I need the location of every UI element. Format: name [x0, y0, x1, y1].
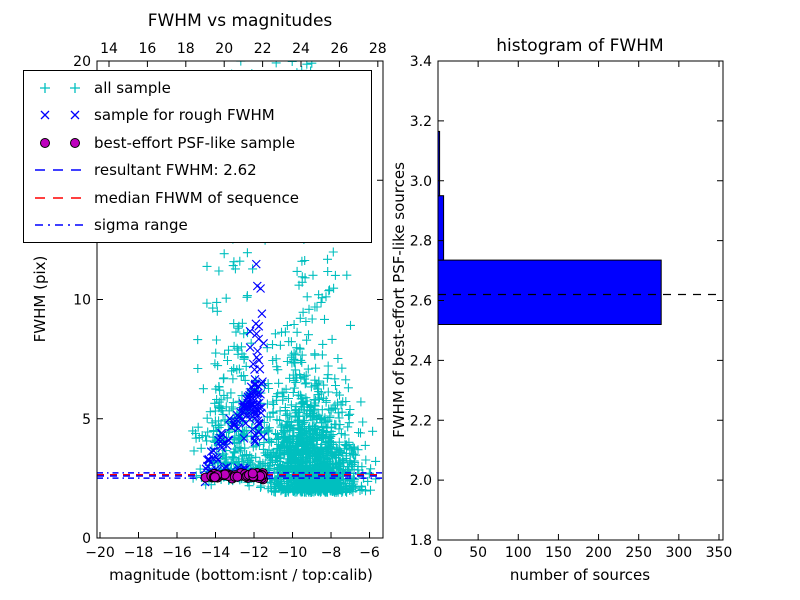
tick-label: 2.6 [410, 294, 432, 310]
tick-label: 350 [706, 545, 733, 561]
tick-label: 0 [82, 531, 91, 547]
dashdot-line-icon [35, 224, 85, 227]
legend-item-best-effort-psf-like-sample: best-effort PSF-like sample [32, 130, 371, 156]
dashed-line-icon [35, 169, 85, 172]
tick-label: 2.2 [410, 413, 432, 429]
legend-item-label: sigma range [94, 216, 188, 235]
dashed-line-icon [35, 196, 85, 199]
tick-label: 14 [100, 41, 118, 57]
tick-label: −20 [85, 545, 115, 561]
legend-item-label: resultant FWHM: 2.62 [94, 161, 257, 180]
tick-label: 150 [545, 545, 572, 561]
tick-marks: −20 −18 −16 −14 −12 −10 −8 −6 14 16 18 20 22 24 26 28 0 5… [73, 41, 732, 561]
tick-label: 3.2 [410, 114, 432, 130]
tick-label: −14 [201, 545, 231, 561]
tick-label: −8 [321, 545, 342, 561]
plus-icon [40, 82, 80, 93]
cross-icon [40, 110, 80, 120]
tick-label: 300 [665, 545, 692, 561]
tick-label: 50 [469, 545, 487, 561]
legend-item-label: sample for rough FWHM [94, 106, 275, 125]
left-plot-xlabel: magnitude (bottom:isnt / top:calib) [109, 566, 373, 584]
legend-item-label: best-effort PSF-like sample [94, 133, 296, 152]
legend-item-label: median FHWM of sequence [94, 188, 299, 207]
psf-like-sample-points [200, 468, 268, 485]
legend-item-sample-for-rough-fwhm: sample for rough FWHM [32, 102, 371, 128]
circle-icon [40, 137, 80, 148]
tick-label: 20 [215, 41, 233, 57]
tick-label: −12 [239, 545, 269, 561]
legend-item-all-sample: all sample [32, 75, 371, 101]
tick-label: 26 [330, 41, 348, 57]
tick-label: 22 [254, 41, 272, 57]
right-plot-title: histogram of FWHM [496, 36, 663, 56]
tick-label: 3.0 [410, 174, 432, 190]
tick-label: 3.4 [410, 54, 432, 70]
tick-label: −16 [162, 545, 192, 561]
tick-label: 2.8 [410, 234, 432, 250]
legend-item-resultant-fwhm-2-62: resultant FWHM: 2.62 [32, 157, 371, 183]
right-plot-xlabel: number of sources [510, 566, 650, 584]
tick-label: 1.8 [410, 533, 432, 549]
tick-label: 250 [625, 545, 652, 561]
legend-item-label: all sample [94, 78, 171, 97]
tick-label: −10 [278, 545, 308, 561]
tick-label: −18 [124, 545, 154, 561]
tick-label: 28 [369, 41, 387, 57]
histogram-bars [438, 130, 723, 326]
rough-fwhm-column-points [239, 232, 268, 447]
tick-label: 100 [505, 545, 532, 561]
tick-label: 2.0 [410, 473, 432, 489]
legend-item-median-fhwm-of-sequence: median FHWM of sequence [32, 185, 371, 211]
tick-label: 20 [73, 54, 91, 70]
rough-fwhm-diagonal-points [200, 379, 267, 487]
legend: all sample sample for rough FWHM best-effo… [23, 70, 372, 243]
tick-label: 18 [177, 41, 195, 57]
tick-label: 5 [82, 412, 91, 428]
generated-plot-content: −20 −18 −16 −14 −12 −10 −8 −6 14 16 18 20 22 24 26 28 0 5… [73, 41, 732, 561]
tick-label: 24 [292, 41, 310, 57]
left-plot-title: FWHM vs magnitudes [148, 11, 333, 31]
left-plot-ylabel: FWHM (pix) [31, 256, 49, 343]
tick-label: −6 [359, 545, 380, 561]
tick-label: 2.4 [410, 353, 432, 369]
tick-label: 16 [138, 41, 156, 57]
tick-label: 200 [585, 545, 612, 561]
tick-label: 0 [434, 545, 443, 561]
tick-label: 10 [73, 293, 91, 309]
legend-item-sigma-range: sigma range [32, 212, 371, 238]
right-plot-ylabel: FWHM of best-effort PSF-like sources [390, 162, 408, 438]
